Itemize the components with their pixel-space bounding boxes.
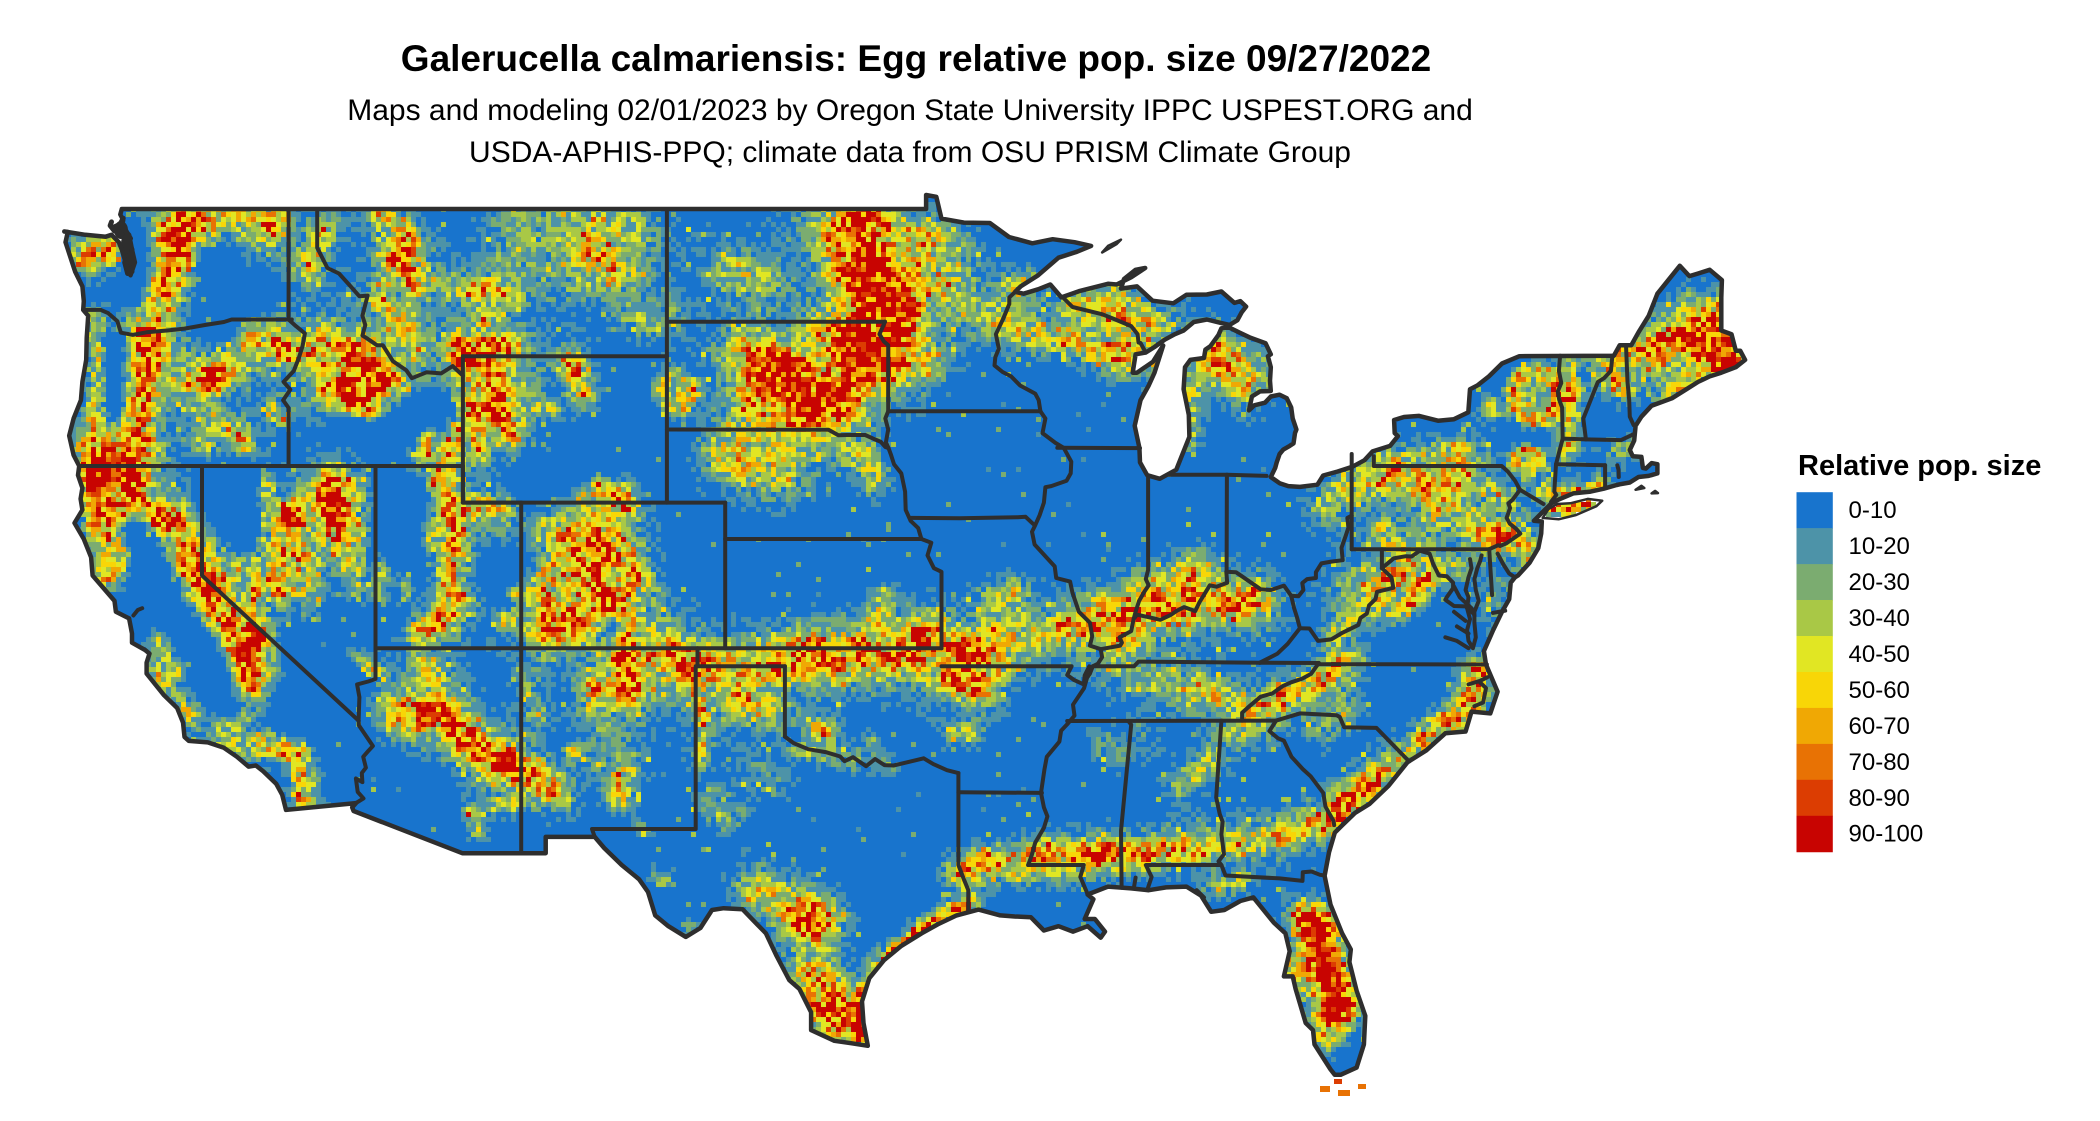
svg-text:70-80: 70-80 — [1849, 749, 1910, 776]
svg-text:Galerucella calmariensis: Egg: Galerucella calmariensis: Egg relative p… — [401, 38, 1431, 79]
svg-text:50-60: 50-60 — [1849, 677, 1910, 704]
svg-text:60-70: 60-70 — [1849, 713, 1910, 740]
svg-text:90-100: 90-100 — [1849, 821, 1924, 848]
svg-text:80-90: 80-90 — [1849, 785, 1910, 812]
svg-text:10-20: 10-20 — [1849, 533, 1910, 560]
svg-text:Maps and modeling 02/01/2023 b: Maps and modeling 02/01/2023 by Oregon S… — [347, 94, 1473, 127]
svg-text:40-50: 40-50 — [1849, 641, 1910, 668]
svg-text:0-10: 0-10 — [1849, 497, 1897, 524]
svg-text:Relative pop. size: Relative pop. size — [1798, 450, 2041, 482]
svg-text:30-40: 30-40 — [1849, 605, 1910, 632]
svg-text:USDA-APHIS-PPQ; climate data f: USDA-APHIS-PPQ; climate data from OSU PR… — [469, 136, 1351, 169]
svg-text:20-30: 20-30 — [1849, 569, 1910, 596]
